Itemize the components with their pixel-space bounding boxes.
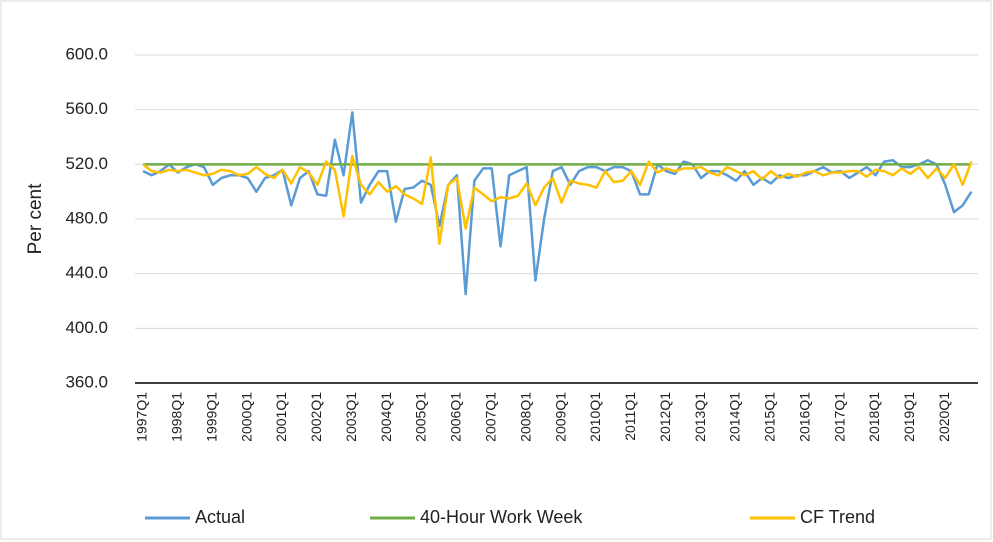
y-tick-label: 600.0 <box>65 44 108 63</box>
x-tick-label: 2018Q1 <box>866 392 882 442</box>
y-tick-label: 400.0 <box>65 318 108 337</box>
x-tick-label: 2005Q1 <box>413 392 429 442</box>
x-tick-label: 2015Q1 <box>762 392 778 442</box>
legend-label: CF Trend <box>800 507 875 527</box>
x-tick-label: 1998Q1 <box>169 392 185 442</box>
x-tick-label: 2003Q1 <box>343 392 359 442</box>
x-tick-label: 2000Q1 <box>238 392 254 442</box>
x-tick-label: 2017Q1 <box>831 392 847 442</box>
x-tick-label: 2006Q1 <box>448 392 464 442</box>
x-tick-label: 2001Q1 <box>273 392 289 442</box>
y-tick-label: 360.0 <box>65 372 108 391</box>
x-tick-label: 2016Q1 <box>796 392 812 442</box>
x-tick-label: 2010Q1 <box>587 392 603 442</box>
x-tick-label: 2020Q1 <box>936 392 952 442</box>
y-axis-label: Per cent <box>25 183 46 254</box>
x-tick-label: 1997Q1 <box>134 392 150 442</box>
y-tick-label: 480.0 <box>65 208 108 227</box>
x-tick-label: 2011Q1 <box>622 392 638 441</box>
x-tick-label: 2008Q1 <box>517 392 533 442</box>
y-tick-label: 440.0 <box>65 263 108 282</box>
y-tick-label: 560.0 <box>65 99 108 118</box>
x-tick-label: 2019Q1 <box>901 392 917 442</box>
x-tick-label: 2009Q1 <box>552 392 568 442</box>
x-tick-label: 2012Q1 <box>657 392 673 442</box>
x-tick-label: 2004Q1 <box>378 392 394 442</box>
x-tick-label: 2007Q1 <box>483 392 499 442</box>
legend-label: Actual <box>195 507 245 527</box>
x-tick-label: 2014Q1 <box>727 392 743 442</box>
legend-label: 40-Hour Work Week <box>420 507 583 527</box>
line-series <box>142 154 973 245</box>
y-tick-label: 520.0 <box>65 154 108 173</box>
x-tick-label: 2002Q1 <box>308 392 324 442</box>
x-tick-label: 2013Q1 <box>692 392 708 442</box>
x-tick-label: 1999Q1 <box>203 392 219 442</box>
